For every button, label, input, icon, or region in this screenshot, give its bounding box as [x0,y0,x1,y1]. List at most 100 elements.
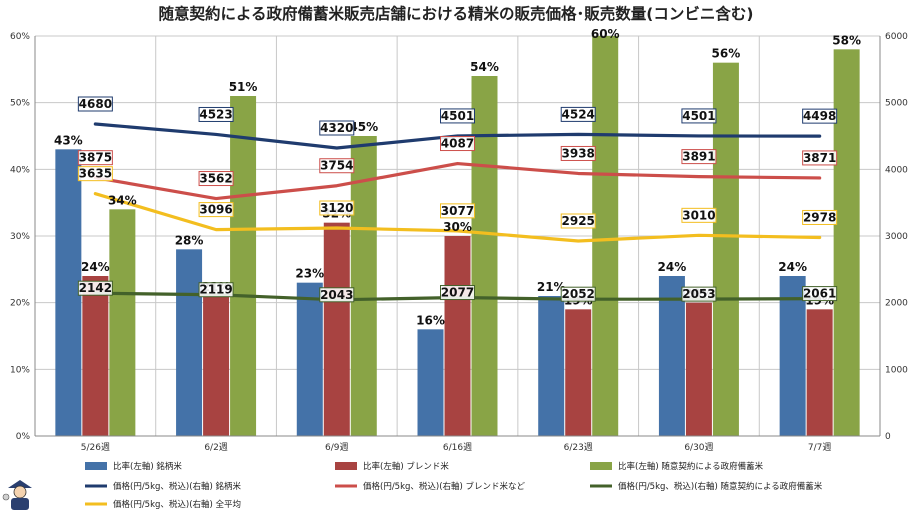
x-tick-label: 7/7週 [808,442,832,453]
bar [203,296,230,436]
bar-value-label: 28% [175,233,204,247]
bar [350,136,377,436]
line-value-label: 3562 [199,172,232,186]
legend-label: 価格(円/5kg、税込)(右軸) 随意契約による政府備蓄米 [618,481,823,492]
line-value-label: 4523 [199,107,232,121]
y-left-tick-label: 20% [10,299,30,309]
bar [296,282,323,436]
price-label-box [198,106,234,122]
bar [82,276,109,436]
price-label-box [440,285,475,301]
y-left-tick-label: 0% [16,432,31,442]
line-value-label: 3120 [320,201,353,215]
axes: 0% 10% 20% 30% 40% 50% 60% 0 1000 2000 3000 4000 500… [10,32,908,453]
line-value-label: 2978 [803,210,836,224]
y-right-tick-label: 1000 [885,365,908,375]
y-right-tick-label: 5000 [885,99,908,109]
bar [55,149,82,437]
price-label-box [77,166,113,182]
x-tick-label: 6/30週 [684,442,713,453]
line-value-label: 2142 [79,281,112,295]
x-tick-label: 5/26週 [81,442,110,453]
price-label-box [802,286,838,302]
price-label-box [198,202,234,218]
bar-value-label: 56% [712,47,741,61]
price-label-box [77,280,113,296]
price-label-box [681,149,717,165]
y-right-tick-label: 0 [885,432,891,442]
price-label-box [560,145,596,161]
legend-label: 価格(円/5kg、税込)(右軸) ブレンド米など [363,481,526,492]
line-value-label: 4320 [320,121,353,135]
series-line [93,192,822,243]
bar [417,329,444,436]
price-label-box [560,106,596,122]
bar-value-label: 16% [416,313,445,327]
bar-value-label: 60% [591,27,620,41]
line-value-label: 2061 [803,287,836,301]
bar [565,309,592,436]
line-value-label: 2043 [320,288,353,302]
bar [176,249,203,436]
y-left-tick-label: 40% [10,165,30,175]
price-label-box [319,120,355,136]
price-label-box [681,108,717,124]
y-left-tick-label: 50% [10,99,30,109]
legend-swatch-bar [590,462,612,470]
y-left-tick-label: 60% [10,32,30,42]
legend: 比率(左軸) 銘柄米 比率(左軸) ブレンド米 比率(左軸) 随意契約による政府備蓄… [85,461,823,510]
legend-label: 比率(左軸) 銘柄米 [113,461,182,472]
bar [806,309,833,436]
price-label-box [198,282,234,298]
price-label-box [77,150,113,166]
price-label-box [440,108,475,124]
line-value-label: 2053 [682,287,715,301]
bar-value-label: 24% [81,260,110,274]
legend-label: 比率(左軸) 随意契約による政府備蓄米 [618,461,764,472]
bar-value-label: 45% [349,120,378,134]
price-label-box [440,203,475,219]
x-tick-label: 6/9週 [325,442,349,453]
line-value-label: 3077 [441,204,474,218]
bar [323,222,350,436]
bar-value-label: 24% [778,260,807,274]
bar [109,209,136,436]
price-label-box [802,108,838,124]
series-line [93,161,822,201]
bar [538,296,565,436]
bar-series-group [55,36,860,437]
bar [471,76,498,436]
price-label-box [681,207,717,223]
y-right-tick-label: 3000 [885,232,908,242]
line-value-label: 4087 [441,137,474,151]
x-tick-label: 6/23週 [564,442,593,453]
price-label-box [681,286,717,302]
line-value-label: 3938 [562,146,595,160]
line-value-label: 3891 [682,150,715,164]
line-value-label: 3871 [803,151,836,165]
data-labels-group: 43%28%23%16%21%24%24%24%21%32%30%19%20%1… [54,27,861,327]
chart-title: 随意契約による政府備蓄米販売店舗における精米の販売価格･販売数量(コンビニ含む) [159,4,754,23]
price-label-box [77,96,113,112]
legend-swatch-bar [85,462,107,470]
bar-value-label: 58% [832,33,861,47]
y-left-tick-label: 10% [10,365,30,375]
bar [592,36,619,436]
mascot-icon [2,480,34,511]
bar [658,276,685,436]
series-line [93,122,822,150]
line-value-label: 4498 [803,109,836,123]
bar [685,302,712,436]
bar [779,276,806,436]
line-value-label: 4524 [562,107,595,121]
line-value-label: 2052 [562,287,595,301]
price-label-box [198,171,234,187]
bar [833,49,860,436]
bar [712,62,739,437]
price-label-box [802,209,838,225]
price-label-box [802,150,838,166]
bar-value-label: 23% [295,267,324,281]
bar-value-label: 21% [537,280,566,294]
legend-swatch-bar [335,462,357,470]
